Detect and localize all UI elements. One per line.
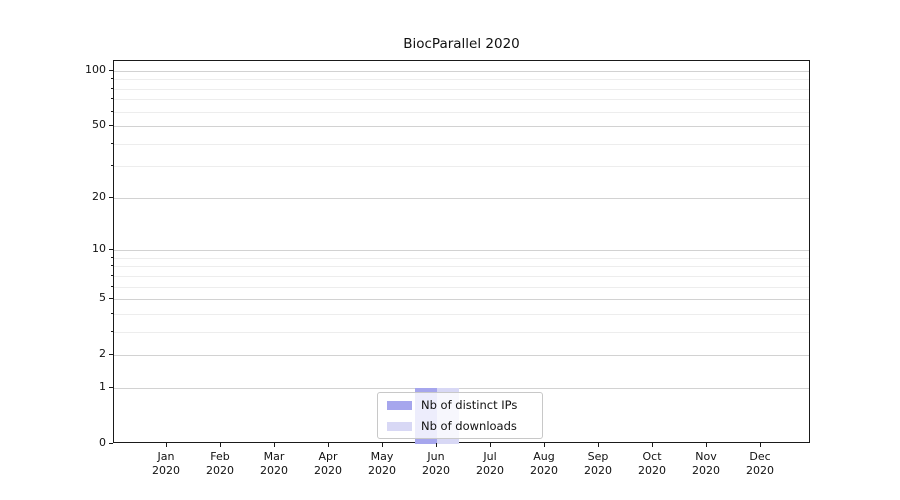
y-tick-mark (109, 386, 113, 388)
gridline-major (114, 387, 809, 389)
gridline-major (114, 71, 809, 72)
x-tick-mark (490, 443, 491, 447)
x-tick-label: Mar 2020 (260, 450, 288, 477)
y-minor-tick-mark (111, 78, 113, 80)
y-tick-mark (109, 196, 113, 198)
x-tick-label: Feb 2020 (206, 450, 234, 477)
x-tick-mark (436, 443, 437, 447)
x-tick-mark (166, 443, 167, 447)
gridline-minor (114, 166, 809, 168)
gridline-major (114, 126, 809, 128)
x-tick-label: Aug 2020 (530, 450, 558, 477)
y-minor-tick-mark (111, 87, 113, 89)
gridline-minor (114, 313, 809, 315)
y-tick-label: 20 (92, 189, 106, 203)
y-tick-mark (109, 298, 113, 300)
gridline-minor (114, 79, 809, 81)
gridline-major (114, 355, 809, 357)
x-tick-mark (382, 443, 383, 447)
legend-swatch-downloads (387, 421, 412, 431)
y-tick-label: 5 (99, 291, 106, 305)
y-tick-mark (109, 70, 113, 71)
y-minor-tick-mark (111, 265, 113, 267)
x-tick-mark (598, 443, 599, 447)
plot-area (113, 60, 810, 444)
gridline-major (114, 299, 809, 301)
x-tick-label: Nov 2020 (692, 450, 720, 477)
gridline-major (114, 197, 809, 199)
x-tick-mark (544, 443, 545, 447)
gridline-minor (114, 88, 809, 90)
y-tick-label: 0 (99, 436, 106, 449)
legend: Nb of distinct IPs Nb of downloads (377, 392, 543, 439)
x-tick-mark (760, 443, 761, 447)
legend-label-downloads: Nb of downloads (421, 419, 517, 433)
x-tick-mark (706, 443, 707, 447)
x-tick-mark (328, 443, 329, 447)
y-minor-tick-mark (111, 98, 113, 100)
y-tick-label: 10 (92, 242, 106, 256)
x-tick-label: Jul 2020 (476, 450, 504, 477)
legend-entry-downloads: Nb of downloads (387, 416, 542, 437)
x-tick-label: Oct 2020 (638, 450, 666, 477)
x-tick-label: Apr 2020 (314, 450, 342, 477)
x-tick-mark (220, 443, 221, 447)
gridline-minor (114, 99, 809, 101)
y-minor-tick-mark (111, 330, 113, 332)
y-minor-tick-mark (111, 110, 113, 112)
gridline-minor (114, 266, 809, 268)
y-minor-tick-mark (111, 165, 113, 167)
x-tick-label: Jun 2020 (422, 450, 450, 477)
legend-swatch-distinct-ips (387, 400, 412, 410)
x-tick-label: Dec 2020 (746, 450, 774, 477)
y-tick-label: 2 (99, 347, 106, 361)
gridline-major (114, 250, 809, 252)
y-minor-tick-mark (111, 256, 113, 258)
y-tick-label: 100 (85, 63, 106, 76)
y-minor-tick-mark (111, 274, 113, 276)
legend-label-distinct-ips: Nb of distinct IPs (421, 398, 518, 412)
x-tick-label: May 2020 (368, 450, 396, 477)
y-minor-tick-mark (111, 312, 113, 314)
y-tick-mark (109, 443, 113, 444)
x-tick-label: Sep 2020 (584, 450, 612, 477)
gridline-minor (114, 143, 809, 145)
chart-title: BiocParallel 2020 (403, 36, 520, 52)
x-tick-label: Jan 2020 (152, 450, 180, 477)
y-tick-mark (109, 249, 113, 251)
y-minor-tick-mark (111, 142, 113, 144)
y-tick-mark (109, 125, 113, 127)
y-tick-label: 50 (92, 118, 106, 132)
gridline-minor (114, 257, 809, 259)
x-tick-mark (652, 443, 653, 447)
legend-entry-distinct-ips: Nb of distinct IPs (387, 395, 542, 416)
gridline-minor (114, 111, 809, 113)
y-tick-mark (109, 354, 113, 356)
gridline-minor (114, 286, 809, 288)
y-tick-label: 1 (99, 379, 106, 393)
gridline-minor (114, 331, 809, 333)
y-minor-tick-mark (111, 285, 113, 287)
gridline-minor (114, 275, 809, 277)
x-tick-mark (274, 443, 275, 447)
